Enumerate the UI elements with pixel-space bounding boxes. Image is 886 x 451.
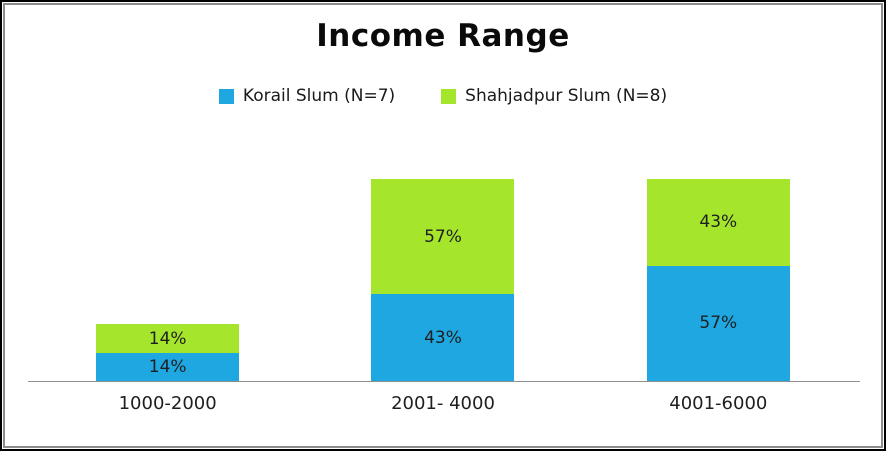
legend-swatch-korail-icon [218,88,234,104]
bar-segment-shahjadpur: 14% [96,324,240,353]
legend-item-korail: Korail Slum (N=7) [218,86,396,106]
bar-segment-shahjadpur: 57% [371,179,515,295]
x-axis-label: 1000-2000 [118,393,217,414]
data-label: 14% [148,356,187,377]
x-axis-label: 4001-6000 [669,393,768,414]
bar-segment-korail: 43% [371,294,515,381]
bar-stack: 43% 57% [646,179,790,381]
legend-swatch-shahjadpur-icon [441,88,457,104]
data-label: 57% [424,226,462,247]
data-label: 57% [699,313,738,334]
x-axis-line [28,381,860,382]
bar-stack: 57% 43% [371,179,515,381]
bar-segment-shahjadpur: 43% [646,179,790,266]
data-label: 14% [148,328,187,349]
legend-item-shahjadpur: Shahjadpur Slum (N=8) [441,86,667,106]
chart-title: Income Range [316,18,570,54]
bar-stack: 14% 14% [96,324,240,381]
bar-segment-korail: 14% [96,352,240,381]
bar-group: 43% 57% [581,142,856,381]
bar-group: 57% 43% [305,142,580,381]
data-label: 43% [699,212,738,233]
bar-group: 14% 14% [30,142,305,381]
legend-label-shahjadpur: Shahjadpur Slum (N=8) [465,86,668,106]
bar-segment-korail: 57% [646,265,790,381]
data-label: 43% [424,327,462,348]
legend: Korail Slum (N=7) Shahjadpur Slum (N=8) [2,86,884,106]
x-axis-label: 2001- 4000 [391,393,495,414]
x-axis-labels: 1000-2000 2001- 4000 4001-6000 [30,393,856,414]
legend-label-korail: Korail Slum (N=7) [242,86,396,106]
plot-area: 14% 14% 57% 43% 43% 57% [30,142,856,381]
